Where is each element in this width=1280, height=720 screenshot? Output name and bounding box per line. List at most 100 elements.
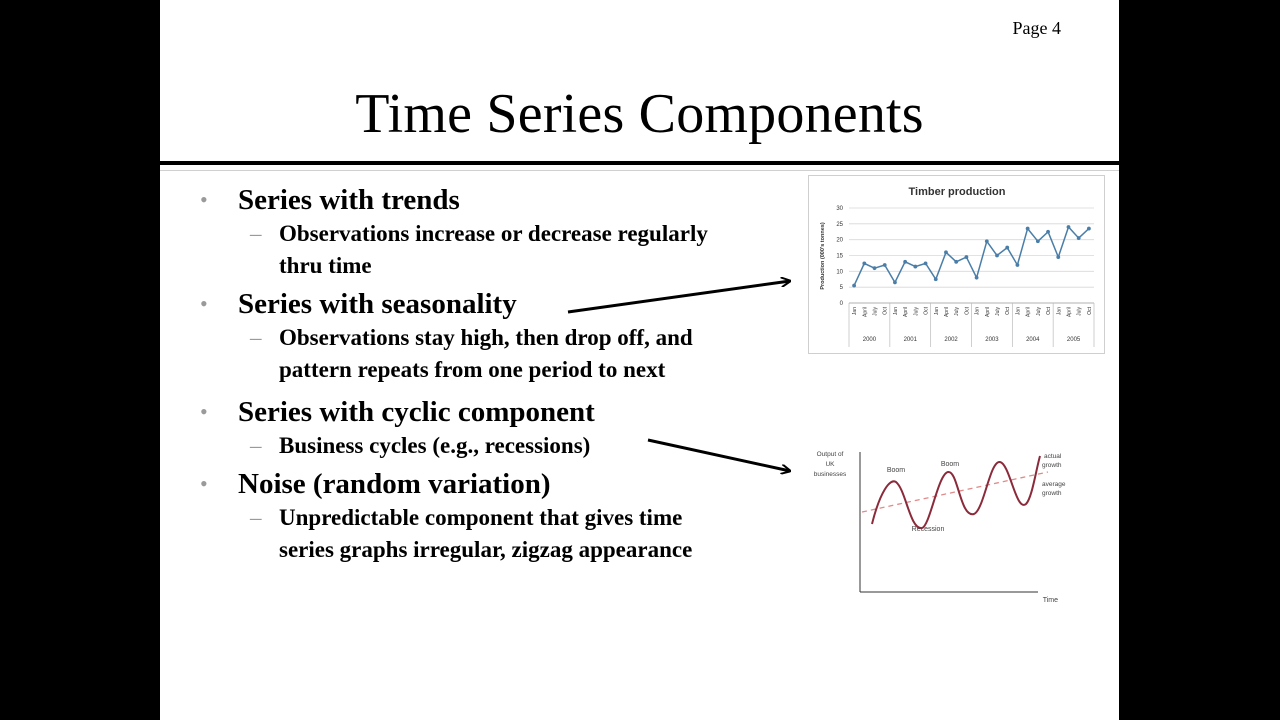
timber-x-tick-label: April — [1066, 307, 1072, 317]
timber-year-label: 2005 — [1067, 337, 1081, 343]
slide-title: Time Series Components — [355, 83, 924, 145]
timber-x-tick-label: April — [903, 307, 909, 317]
sub-bullet-cyclic: – Business cycles (e.g., recessions) — [200, 430, 820, 462]
page-number: Page 4 — [1012, 18, 1062, 38]
timber-y-tick-label: 5 — [840, 285, 844, 291]
timber-x-tick-label: Jan — [1056, 307, 1062, 315]
timber-x-tick-label: July — [913, 307, 919, 316]
boom-label-1: Boom — [887, 467, 905, 474]
timber-point — [1005, 245, 1010, 250]
sub-bullet-seasonality: – Observations stay high, then drop off, … — [200, 322, 820, 386]
timber-x-tick-label: Oct — [883, 306, 889, 314]
timber-point — [1025, 226, 1030, 231]
timber-x-tick-label: April — [944, 307, 950, 317]
sub-bullet-trends: – Observations increase or decrease regul… — [200, 218, 820, 282]
bullet-cyclic: • Series with cyclic component — [200, 396, 595, 428]
sub-bullet-dash: – — [250, 325, 262, 350]
timber-x-tick-label: Oct — [924, 306, 930, 314]
timber-point — [882, 263, 887, 267]
timber-series-line — [853, 225, 1090, 286]
timber-point — [995, 253, 999, 258]
timber-y-tick-label: 30 — [836, 206, 843, 212]
timber-x-tick-label: July — [1077, 307, 1083, 316]
sub-bullet-dash: – — [250, 433, 262, 458]
business-cycle-chart: Output of UK businesses Time Boom Boom R… — [808, 440, 1070, 610]
actual-label-line1: actual — [1044, 453, 1062, 460]
timber-x-tick-label: Oct — [1046, 306, 1052, 314]
bullet-seasonality: • Series with seasonality — [200, 288, 517, 320]
timber-y-tick-label: 0 — [840, 301, 844, 307]
timber-chart-title: Timber production — [909, 186, 1006, 198]
timber-point — [1015, 263, 1020, 267]
timber-point — [1046, 229, 1050, 234]
timber-point — [923, 261, 928, 266]
timber-x-tick-label: July — [1036, 307, 1042, 316]
timber-y-label: Production (000's tonnes) — [820, 222, 826, 289]
bullet-dot: • — [200, 471, 208, 496]
bullet-dot: • — [200, 399, 208, 424]
timber-point — [893, 280, 897, 285]
timber-point — [852, 283, 857, 288]
timber-y-tick-label: 15 — [836, 254, 843, 260]
timber-y-tick-label: 25 — [836, 222, 843, 228]
timber-point — [944, 250, 948, 255]
timber-x-tick-label: April — [862, 307, 868, 317]
timber-year-label: 2004 — [1026, 337, 1040, 343]
timber-year-label: 2003 — [985, 337, 999, 343]
cycle-x-label: Time — [1043, 597, 1058, 604]
sub-bullet-noise: – Unpredictable component that gives time… — [200, 502, 820, 566]
bullet-dot: • — [200, 187, 208, 212]
timber-x-tick-label: Oct — [964, 306, 970, 314]
timber-x-tick-label: Jan — [934, 307, 940, 315]
timber-x-tick-label: Oct — [1005, 306, 1011, 314]
title-rule — [160, 161, 1119, 165]
timber-x-tick-label: April — [985, 307, 991, 317]
timber-chart-svg: Timber production Production (000's tonn… — [820, 186, 1095, 347]
timber-point — [984, 239, 989, 244]
timber-point — [974, 275, 979, 280]
timber-x-tick-label: Jan — [893, 307, 899, 315]
cycle-y-label-line2: UK — [825, 461, 835, 468]
timber-y-tick-label: 10 — [836, 269, 843, 275]
average-label-line2: growth — [1042, 490, 1062, 497]
timber-x-tick-label: April — [1026, 307, 1032, 317]
sub-bullet-dash: – — [250, 221, 262, 246]
timber-point — [1056, 255, 1061, 259]
timber-point — [872, 266, 877, 271]
timber-x-tick-label: July — [995, 307, 1001, 316]
actual-growth-curve — [871, 455, 1041, 529]
arrow-to-timber-chart — [567, 281, 790, 314]
timber-point — [1086, 226, 1091, 231]
timber-chart: Timber production Production (000's tonn… — [808, 175, 1105, 354]
timber-x-tick-label: Oct — [1087, 306, 1093, 314]
average-label-line1: average — [1042, 481, 1066, 488]
timber-point — [954, 259, 959, 264]
cycle-y-label-line3: businesses — [814, 471, 847, 478]
timber-point — [903, 259, 908, 264]
timber-point — [913, 264, 918, 269]
cycle-y-label-line1: Output of — [817, 451, 844, 458]
business-cycle-svg: Output of UK businesses Time Boom Boom R… — [814, 451, 1066, 604]
title-rule-thin — [160, 170, 1119, 171]
timber-point — [964, 255, 969, 259]
timber-point — [862, 261, 867, 266]
sub-bullet-dash: – — [250, 505, 262, 530]
arrow-to-cycle-chart — [647, 438, 790, 471]
timber-year-label: 2000 — [863, 337, 877, 343]
timber-year-label: 2001 — [904, 337, 918, 343]
timber-y-tick-label: 20 — [836, 238, 843, 244]
bullet-noise: • Noise (random variation) — [200, 468, 551, 500]
arrows-layer — [567, 0, 1119, 720]
bullet-dot: • — [200, 291, 208, 316]
timber-x-tick-label: Jan — [852, 307, 858, 315]
timber-point — [1066, 225, 1071, 229]
average-growth-line — [861, 471, 1049, 513]
recession-label: Recession — [912, 526, 945, 533]
timber-x-tick-label: Jan — [975, 307, 981, 315]
bullet-list: • Series with trends – Observations increa… — [200, 182, 820, 566]
timber-point — [1076, 236, 1081, 240]
actual-label-line2: growth — [1042, 462, 1062, 469]
timber-year-label: 2002 — [944, 337, 958, 343]
timber-x-tick-label: July — [954, 307, 960, 316]
timber-point — [1035, 239, 1040, 244]
